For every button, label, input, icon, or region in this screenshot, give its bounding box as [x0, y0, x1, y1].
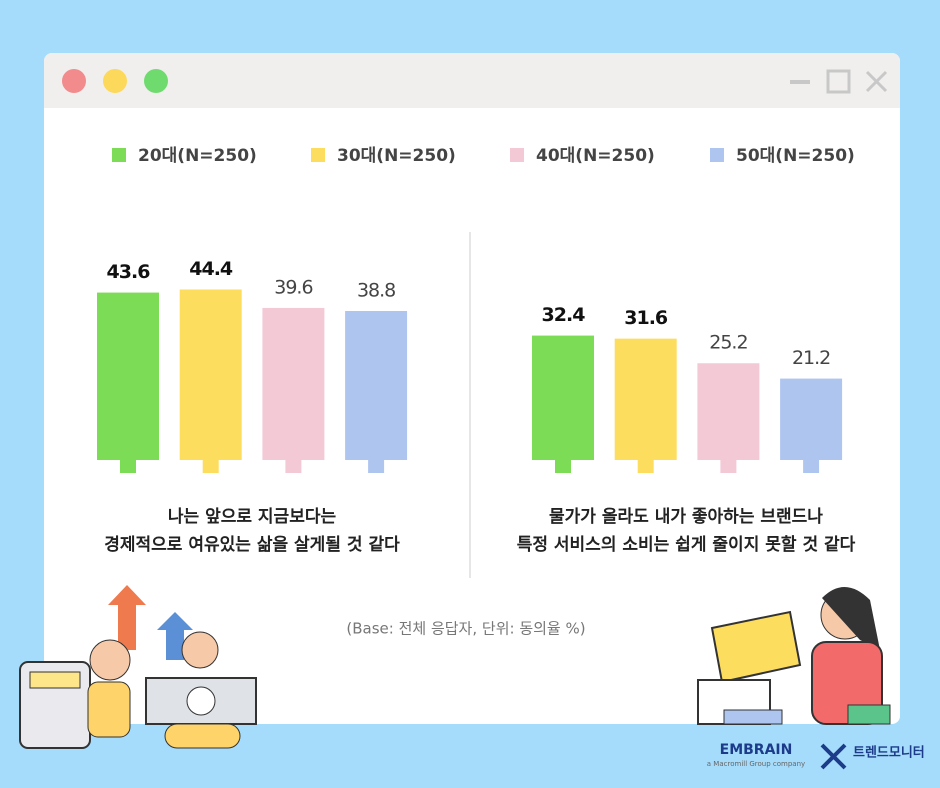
value-label: 21.2	[792, 347, 830, 369]
bar	[532, 335, 594, 460]
bar-stub	[637, 460, 654, 473]
bar	[97, 292, 159, 460]
bar-stub	[120, 460, 136, 473]
legend-label: 20대(N=250)	[138, 146, 257, 166]
legend-swatch	[510, 148, 524, 162]
close-icon[interactable]	[865, 70, 888, 93]
illustration-left	[19, 585, 257, 749]
value-label: 39.6	[274, 276, 312, 298]
bar	[345, 311, 408, 460]
bar	[780, 378, 843, 460]
legend-swatch	[710, 148, 724, 162]
legend-label: 30대(N=250)	[337, 146, 456, 166]
value-label: 25.2	[709, 332, 747, 354]
bar	[614, 338, 677, 460]
maximize-icon[interactable]	[826, 69, 851, 94]
bar	[262, 307, 325, 460]
category-label: 물가가 올라도 내가 좋아하는 브랜드나 특정 서비스의 소비는 쉽게 줄이지 …	[516, 507, 856, 555]
illustration-right	[697, 586, 891, 725]
value-label: 43.6	[107, 261, 151, 283]
value-label: 38.8	[357, 280, 395, 302]
value-label: 31.6	[624, 307, 668, 329]
brand-tagline: a Macromill Group company	[707, 760, 805, 768]
footer-logos: EMBRAIN a Macromill Group company 트렌드모니터	[707, 742, 925, 770]
maximize-dot[interactable]	[144, 69, 168, 93]
minimize-dot[interactable]	[103, 69, 127, 93]
title-bar	[44, 53, 900, 108]
bar-stub	[720, 460, 737, 473]
category-label: 나는 앞으로 지금보다는 경제적으로 여유있는 삶을 살게될 것 같다	[104, 507, 400, 555]
bar-stub	[285, 460, 302, 473]
legend-label: 40대(N=250)	[536, 146, 655, 166]
legend-label: 50대(N=250)	[736, 146, 855, 166]
legend-swatch	[311, 148, 325, 162]
partner-name: 트렌드모니터	[853, 745, 925, 761]
value-label: 32.4	[542, 304, 586, 326]
bar-stub	[555, 460, 571, 473]
brand-name: EMBRAIN	[720, 742, 793, 758]
window	[44, 53, 900, 724]
base-note: (Base: 전체 응답자, 단위: 동의율 %)	[346, 620, 585, 638]
bar-stub	[368, 460, 385, 473]
close-dot[interactable]	[62, 69, 86, 93]
bar-stub	[803, 460, 820, 473]
bar	[179, 289, 242, 460]
value-label: 44.4	[189, 258, 233, 280]
bar	[697, 363, 760, 460]
legend-swatch	[112, 148, 126, 162]
bar-stub	[202, 460, 219, 473]
